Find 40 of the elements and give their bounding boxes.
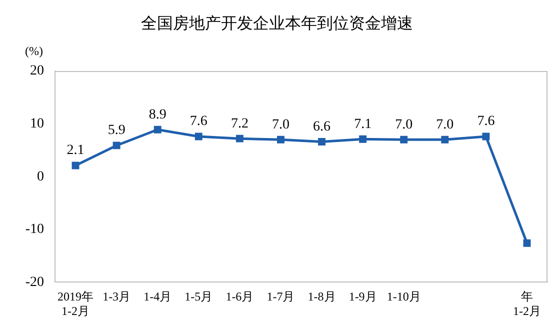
data-label: 7.0 — [272, 117, 290, 132]
x-tick-label: 1-5月 — [184, 290, 213, 304]
x-tick-label: 1-3月 — [102, 290, 131, 304]
data-label: 7.2 — [230, 116, 248, 132]
point — [236, 134, 244, 142]
data-label: 7.6 — [477, 114, 495, 130]
x-tick-label: 1-4月 — [144, 290, 172, 304]
data-label: 8.9 — [148, 107, 166, 122]
data-label: 7.0 — [436, 117, 454, 132]
y-tick-label: 0 — [37, 169, 44, 184]
point — [154, 126, 162, 134]
x-tick-label: 1-8月 — [308, 290, 336, 304]
y-axis-title: (%) — [25, 44, 43, 58]
point — [482, 132, 490, 140]
y-tick-label: 20 — [30, 64, 44, 79]
point — [72, 162, 80, 170]
x-tick-label: 1-6月 — [226, 290, 254, 304]
data-label: 7.6 — [190, 114, 208, 130]
data-label: 5.9 — [108, 123, 126, 138]
point — [194, 132, 202, 140]
point — [318, 138, 326, 146]
data-label: 2.1 — [66, 143, 84, 158]
x-tick-label: 1-9月 — [348, 290, 377, 304]
point — [400, 136, 408, 144]
point — [112, 142, 120, 150]
data-label: 6.6 — [313, 119, 331, 134]
x-tick-label: 年 1-2月 — [512, 290, 541, 318]
y-tick-label: -20 — [25, 274, 44, 290]
x-tick-label: 1-10月 — [386, 290, 421, 304]
data-label: 7.0 — [395, 117, 413, 132]
y-tick-label: -10 — [25, 222, 44, 238]
y-tick-label: 10 — [30, 116, 44, 132]
chart-title: 全国房地产开发企业本年到位资金增速 — [141, 14, 413, 32]
data-label: 7.1 — [354, 116, 372, 132]
point — [277, 136, 284, 144]
point — [441, 136, 449, 144]
point — [523, 239, 531, 247]
x-tick-label: 2019年 1-2月 — [58, 290, 94, 318]
x-tick-label: 1-7月 — [266, 290, 295, 304]
point — [359, 135, 367, 143]
